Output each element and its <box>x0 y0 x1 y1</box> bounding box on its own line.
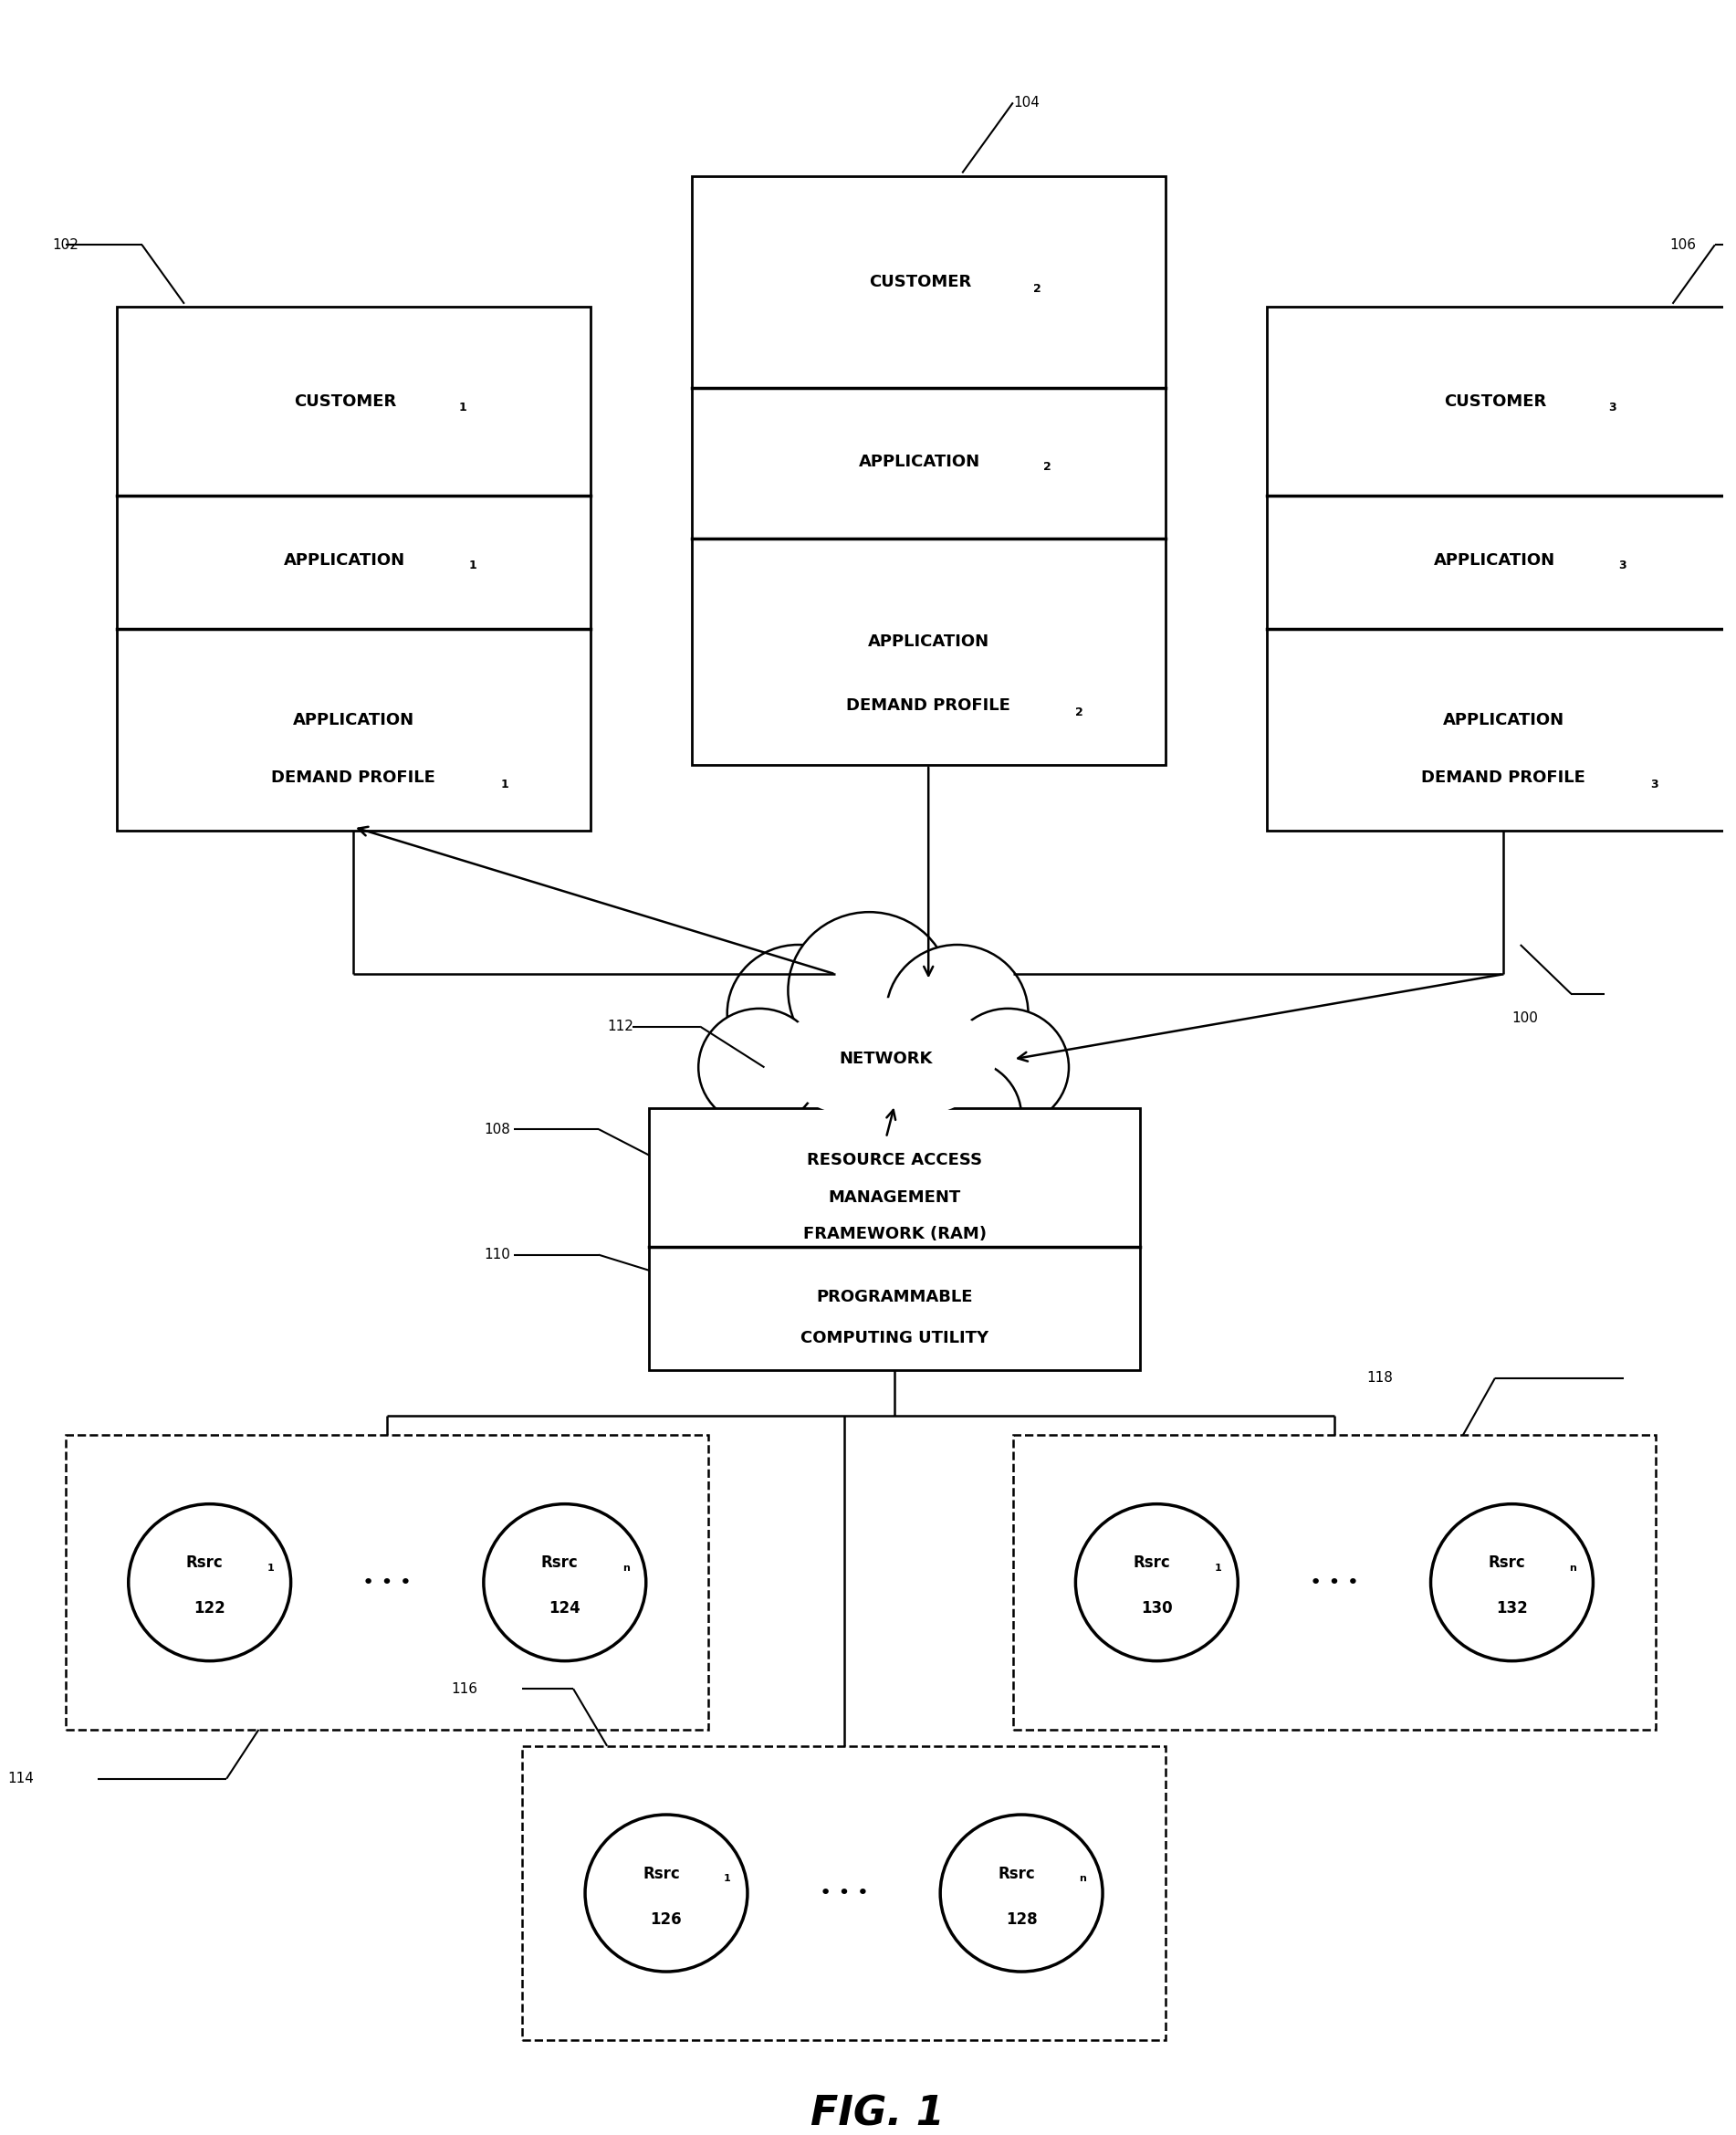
Bar <box>1014 1435 1656 1729</box>
Text: 100: 100 <box>1512 1012 1538 1025</box>
Text: MANAGEMENT: MANAGEMENT <box>828 1189 962 1206</box>
Text: Rsrc: Rsrc <box>1488 1554 1526 1571</box>
Text: APPLICATION: APPLICATION <box>285 553 406 570</box>
Text: Rsrc: Rsrc <box>1134 1554 1170 1571</box>
Text: n: n <box>621 1563 630 1573</box>
Text: 108: 108 <box>484 1123 510 1136</box>
Text: 2: 2 <box>1076 707 1083 719</box>
Text: 130: 130 <box>1141 1601 1172 1616</box>
Text: Rsrc: Rsrc <box>186 1554 224 1571</box>
Ellipse shape <box>776 997 996 1121</box>
Circle shape <box>698 1008 819 1127</box>
Circle shape <box>885 944 1028 1082</box>
Text: APPLICATION: APPLICATION <box>859 453 981 470</box>
Text: 124: 124 <box>549 1601 580 1616</box>
Text: 128: 128 <box>1005 1911 1036 1928</box>
Circle shape <box>903 1059 1021 1174</box>
Text: APPLICATION: APPLICATION <box>1434 553 1555 570</box>
Text: 116: 116 <box>451 1682 477 1695</box>
Text: 3: 3 <box>1618 559 1627 572</box>
Text: FIG. 1: FIG. 1 <box>811 2094 944 2133</box>
Text: • • •: • • • <box>819 1883 868 1902</box>
Text: • • •: • • • <box>363 1573 411 1591</box>
Circle shape <box>128 1503 292 1661</box>
Text: • • •: • • • <box>1309 1573 1359 1591</box>
Text: 104: 104 <box>1014 96 1040 109</box>
Circle shape <box>941 1815 1102 1971</box>
Text: 102: 102 <box>52 237 78 252</box>
Circle shape <box>585 1815 748 1971</box>
Text: APPLICATION: APPLICATION <box>1443 713 1564 728</box>
Text: 122: 122 <box>194 1601 226 1616</box>
Circle shape <box>727 944 870 1082</box>
Bar <box>1267 307 1736 831</box>
Text: FRAMEWORK (RAM): FRAMEWORK (RAM) <box>802 1225 986 1243</box>
Text: 1: 1 <box>1213 1563 1222 1573</box>
Text: 1: 1 <box>458 401 467 414</box>
Text: Rsrc: Rsrc <box>542 1554 578 1571</box>
Text: COMPUTING UTILITY: COMPUTING UTILITY <box>800 1330 990 1347</box>
Text: RESOURCE ACCESS: RESOURCE ACCESS <box>807 1153 983 1168</box>
Text: CUSTOMER: CUSTOMER <box>293 393 396 410</box>
Bar <box>691 177 1165 764</box>
Text: n: n <box>1080 1875 1087 1883</box>
Text: Rsrc: Rsrc <box>642 1866 681 1881</box>
Text: CUSTOMER: CUSTOMER <box>1444 393 1547 410</box>
Text: DEMAND PROFILE: DEMAND PROFILE <box>1422 771 1585 786</box>
Bar <box>66 1435 708 1729</box>
Text: 126: 126 <box>651 1911 682 1928</box>
Text: 114: 114 <box>7 1772 35 1785</box>
Bar <box>649 1108 1141 1371</box>
Text: Rsrc: Rsrc <box>998 1866 1035 1881</box>
Text: 1: 1 <box>500 779 509 790</box>
Text: n: n <box>1569 1563 1576 1573</box>
Text: 110: 110 <box>484 1249 510 1262</box>
Bar <box>116 307 590 831</box>
Circle shape <box>734 1059 852 1174</box>
Text: 106: 106 <box>1670 237 1696 252</box>
Text: 132: 132 <box>1496 1601 1528 1616</box>
Text: 118: 118 <box>1366 1371 1392 1386</box>
Text: 2: 2 <box>1033 282 1042 295</box>
Bar <box>523 1746 1165 2041</box>
Text: CUSTOMER: CUSTOMER <box>868 273 970 290</box>
Circle shape <box>1430 1503 1594 1661</box>
Text: 3: 3 <box>1651 779 1658 790</box>
Circle shape <box>788 912 950 1070</box>
Circle shape <box>948 1008 1069 1127</box>
Circle shape <box>811 1072 946 1204</box>
Text: 2: 2 <box>1043 461 1052 472</box>
Text: 1: 1 <box>469 559 476 572</box>
Circle shape <box>484 1503 646 1661</box>
Text: NETWORK: NETWORK <box>840 1050 932 1068</box>
Text: APPLICATION: APPLICATION <box>868 634 990 649</box>
Text: APPLICATION: APPLICATION <box>293 713 415 728</box>
Circle shape <box>1076 1503 1238 1661</box>
Text: 3: 3 <box>1608 401 1616 414</box>
Text: DEMAND PROFILE: DEMAND PROFILE <box>847 698 1010 715</box>
Text: PROGRAMMABLE: PROGRAMMABLE <box>816 1287 972 1304</box>
Text: 1: 1 <box>724 1875 731 1883</box>
Text: 112: 112 <box>608 1021 634 1033</box>
Text: DEMAND PROFILE: DEMAND PROFILE <box>271 771 436 786</box>
Text: 1: 1 <box>267 1563 274 1573</box>
